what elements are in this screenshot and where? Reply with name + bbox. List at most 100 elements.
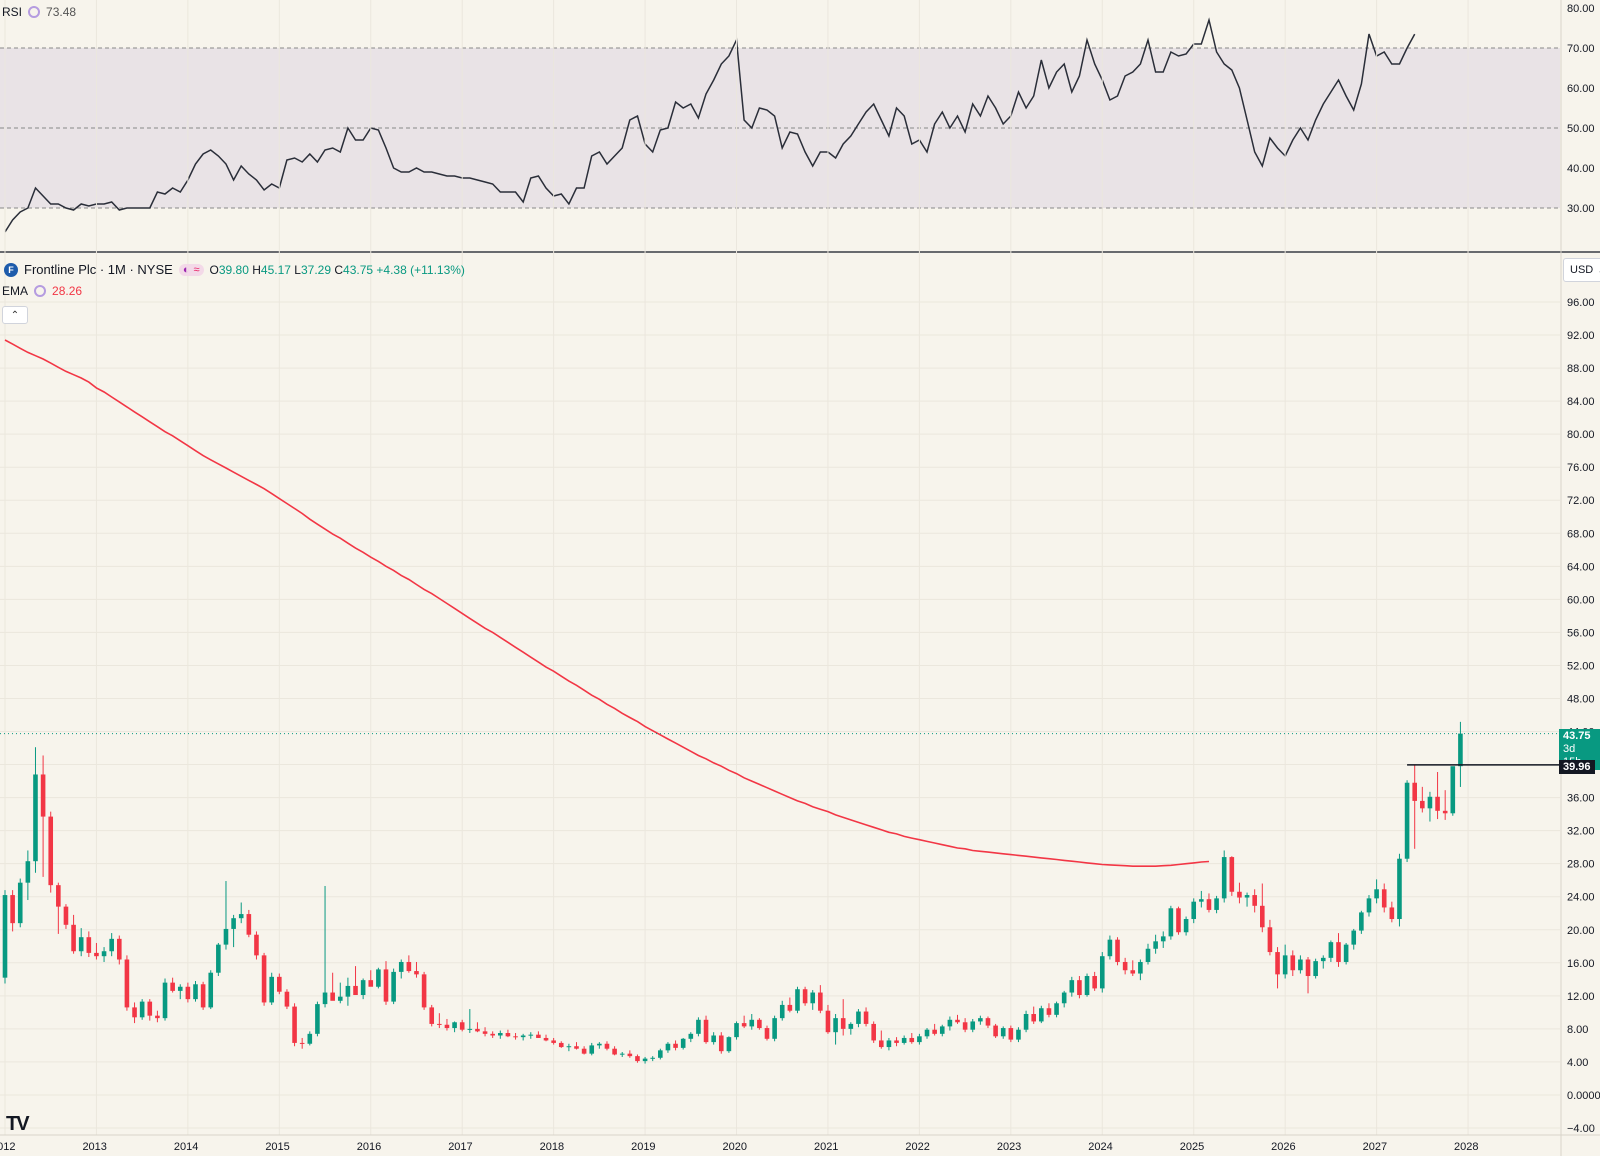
- candle-body: [33, 774, 38, 862]
- candle-body: [1328, 942, 1334, 958]
- candle-body: [414, 971, 419, 975]
- candle-body: [109, 938, 114, 952]
- candle-body: [551, 1040, 556, 1043]
- candle-body: [886, 1040, 892, 1048]
- candle-body: [376, 969, 381, 987]
- candle-body: [1221, 857, 1227, 899]
- candle-body: [25, 861, 31, 883]
- candle-body: [909, 1037, 915, 1043]
- candle-body: [856, 1011, 861, 1024]
- candle-body: [337, 996, 343, 1001]
- candle-body: [17, 882, 23, 924]
- candle-body: [1039, 1008, 1044, 1022]
- refresh-icon[interactable]: [34, 285, 47, 297]
- time-tick-label: 2021: [814, 1141, 838, 1153]
- time-tick-label: 2020: [723, 1141, 747, 1153]
- time-tick-label: 2013: [82, 1141, 106, 1153]
- candle-body: [117, 938, 122, 960]
- price-tick-label: 96.00: [1567, 297, 1595, 309]
- price-tick-label: 92.00: [1567, 330, 1595, 342]
- candle-body: [459, 1022, 465, 1030]
- price-axis[interactable]: 96.00 92.00 88.00 84.00 80.00 76.00 72.00 68.00…: [1560, 0, 1600, 1156]
- candle-body: [398, 961, 404, 972]
- price-tick-label: 12.00: [1567, 991, 1595, 1003]
- price-tick-label: 68.00: [1567, 528, 1595, 540]
- refresh-icon[interactable]: [28, 6, 41, 18]
- candle-body: [1366, 898, 1372, 913]
- candle-body: [718, 1035, 724, 1052]
- candle-body: [581, 1048, 587, 1054]
- candle-body: [1374, 889, 1379, 899]
- rsi-tick-label: 70.00: [1567, 43, 1595, 55]
- candle-body: [2, 895, 8, 978]
- candle-body: [840, 1018, 846, 1029]
- indicator-toggle[interactable]: ◐ ≈: [178, 263, 204, 276]
- ema-line: [4, 339, 1210, 867]
- candle-body: [1084, 976, 1090, 996]
- candle-body: [772, 1018, 777, 1039]
- time-tick-label: 2016: [357, 1141, 381, 1153]
- price-tick-label: 60.00: [1567, 594, 1595, 606]
- candle-body: [703, 1019, 709, 1043]
- price-tick-label: −4.00: [1567, 1123, 1595, 1135]
- rsi-legend[interactable]: RSI 73.48: [2, 5, 76, 19]
- candle-body: [1031, 1014, 1036, 1022]
- time-axis[interactable]: 2012 2013 2014 2015 2016 2017 2018 2019 2020 2021…: [0, 1134, 1600, 1153]
- candle-body: [688, 1033, 694, 1039]
- symbol-title[interactable]: Frontline Plc · 1M · NYSE: [24, 262, 173, 277]
- time-tick-label: 2019: [631, 1141, 655, 1153]
- candle-body: [444, 1024, 450, 1029]
- candle-body: [574, 1046, 579, 1049]
- symbol-logo-icon: F: [4, 262, 18, 277]
- candle-body: [1313, 961, 1318, 977]
- candle-body: [1008, 1028, 1014, 1040]
- ema-legend[interactable]: EMA 28.26: [2, 284, 82, 298]
- price-pane: [0, 0, 1560, 1135]
- candle-body: [818, 992, 823, 1011]
- candle-body: [1168, 908, 1174, 937]
- rsi-axis[interactable]: 80.00 70.00 60.00 50.00 40.00 30.00: [1567, 3, 1595, 215]
- symbol-legend[interactable]: F Frontline Plc · 1M · NYSE ◐ ≈ O39.80 H4…: [4, 262, 465, 277]
- candle-body: [1122, 961, 1128, 971]
- ema-value: 28.26: [52, 284, 83, 298]
- candle-body: [216, 944, 221, 973]
- candle-body: [1077, 980, 1082, 996]
- candle-body: [1183, 919, 1189, 933]
- candle-body: [627, 1053, 633, 1057]
- candle-body: [642, 1058, 648, 1062]
- candle-body: [94, 952, 99, 957]
- candle-body: [680, 1038, 686, 1048]
- tradingview-logo[interactable]: TV: [6, 1113, 30, 1135]
- candle-body: [1206, 899, 1212, 910]
- time-tick-label: 2027: [1363, 1141, 1387, 1153]
- candle-body: [147, 1001, 153, 1016]
- collapse-legend-button[interactable]: ⌃: [2, 306, 28, 324]
- candle-body: [1237, 891, 1242, 898]
- candle-body: [1412, 782, 1417, 801]
- candle-body: [939, 1026, 945, 1034]
- candle-body: [1442, 810, 1448, 814]
- candle-body: [322, 992, 328, 1005]
- candle-body: [604, 1043, 610, 1049]
- rsi-value: 73.48: [46, 5, 77, 19]
- candle-body: [543, 1037, 549, 1041]
- candle-body: [254, 934, 259, 956]
- candle-body: [833, 1018, 838, 1033]
- candle-body: [1435, 796, 1440, 811]
- candle-body: [223, 928, 229, 945]
- candle-body: [200, 984, 206, 1008]
- time-tick-label: 2023: [997, 1141, 1021, 1153]
- candle-body: [1153, 941, 1158, 949]
- candle-body: [711, 1035, 716, 1043]
- time-tick-label: 2028: [1454, 1141, 1478, 1153]
- candle-body: [10, 895, 15, 924]
- candle-body: [696, 1019, 701, 1034]
- candle-body: [658, 1050, 663, 1058]
- candle-body: [1176, 908, 1181, 933]
- currency-button[interactable]: USD⌄: [1563, 258, 1600, 282]
- price-tick-label: 32.00: [1567, 826, 1595, 838]
- candle-body: [825, 1010, 831, 1033]
- candle-body: [985, 1018, 991, 1026]
- candle-body: [452, 1022, 457, 1029]
